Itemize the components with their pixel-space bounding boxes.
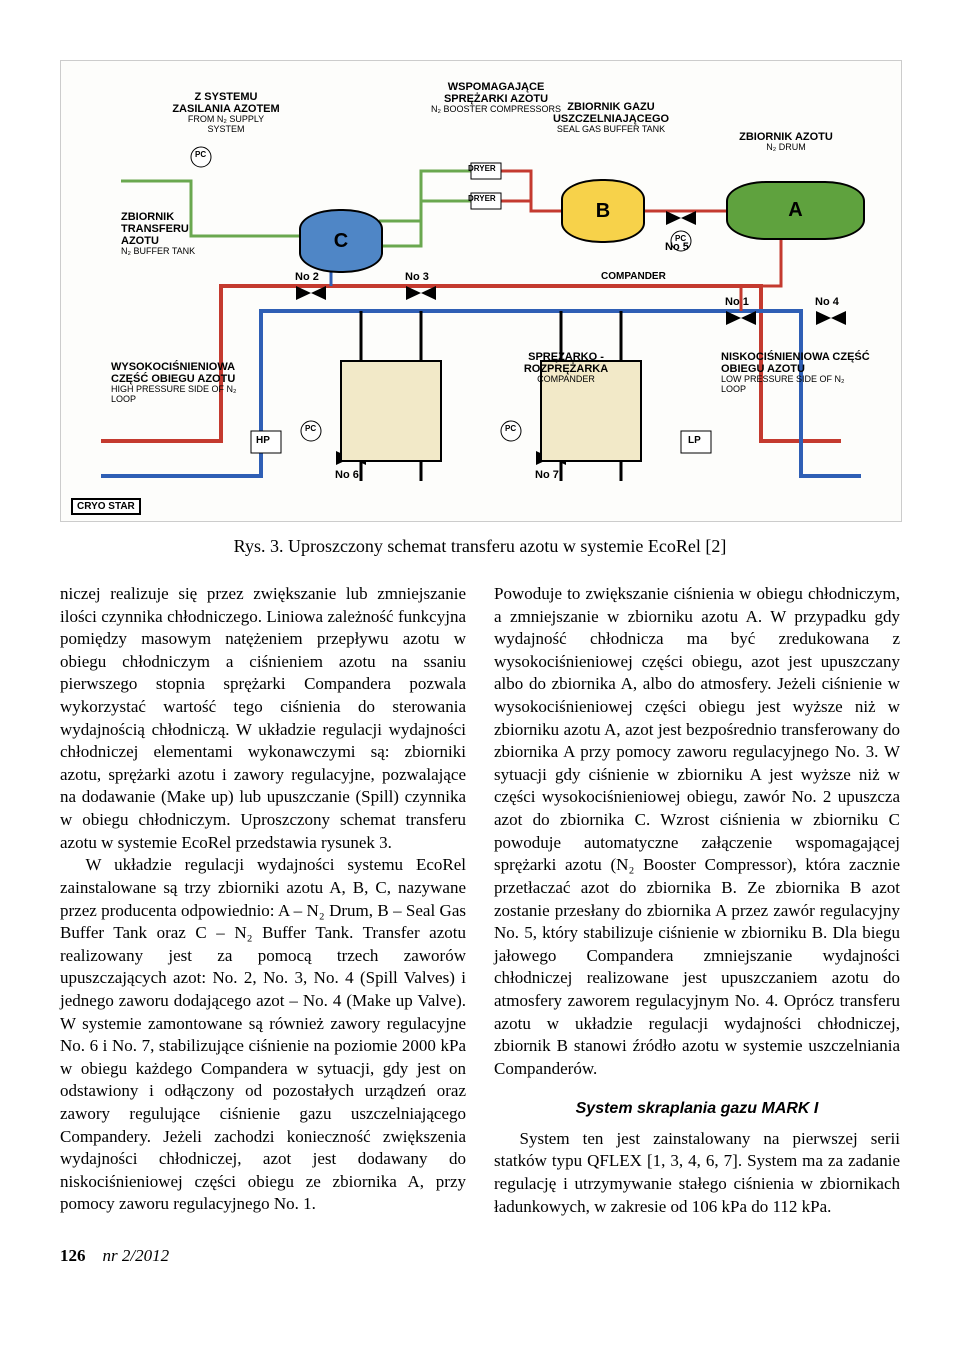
figure: A B C Z SYSTEMU ZASILANIA AZOTEM FROM N₂… <box>60 60 900 557</box>
label-compander-top: COMPANDER <box>601 271 666 282</box>
label-dryer-1: DRYER <box>468 165 496 174</box>
body-columns: niczej realizuje się przez zwiększanie l… <box>60 583 900 1218</box>
issue-number: nr 2/2012 <box>103 1246 170 1265</box>
no4: No 4 <box>815 296 839 308</box>
label-buffer-tank: ZBIORNIK TRANSFERU AZOTU N₂ BUFFER TANK <box>121 211 221 257</box>
no6: No 6 <box>335 469 359 481</box>
no1: No 1 <box>725 296 749 308</box>
cryostar-logo: CRYO STAR <box>71 498 141 515</box>
label-lp-box: LP <box>688 435 701 446</box>
label-lp: NISKOCIŚNIENIOWA CZĘŚĆ OBIEGU AZOTU LOW … <box>721 351 871 395</box>
diagram-placeholder: A B C Z SYSTEMU ZASILANIA AZOTEM FROM N₂… <box>60 60 902 522</box>
pc-3: PC <box>305 425 316 434</box>
tank-b: B <box>561 179 645 243</box>
tank-a: A <box>726 181 865 240</box>
label-compander: SPRĘŻARKO - ROZPRĘŻARKA COMPANDER <box>501 351 631 385</box>
section-heading: System skraplania gazu MARK I <box>494 1098 900 1119</box>
paragraph: niczej realizuje się przez zwiększanie l… <box>60 583 466 854</box>
paragraph: W układzie regulacji wydajności systemu … <box>60 854 466 1216</box>
label-supply: Z SYSTEMU ZASILANIA AZOTEM FROM N₂ SUPPL… <box>171 91 281 135</box>
figure-caption: Rys. 3. Uproszczony schemat transferu az… <box>60 536 900 557</box>
paragraph: System ten jest zainstalowany na pierwsz… <box>494 1128 900 1218</box>
no3: No 3 <box>405 271 429 283</box>
no5: No 5 <box>665 241 689 253</box>
label-drum: ZBIORNIK AZOTU N₂ DRUM <box>721 131 851 153</box>
no2: No 2 <box>295 271 319 283</box>
no7: No 7 <box>535 469 559 481</box>
label-seal: ZBIORNIK GAZU USZCZELNIAJĄCEGO SEAL GAS … <box>551 101 671 135</box>
pc-4: PC <box>505 425 516 434</box>
footer: 126 nr 2/2012 <box>60 1246 900 1266</box>
label-hp: WYSOKOCIŚNIENIOWA CZĘŚĆ OBIEGU AZOTU HIG… <box>111 361 251 405</box>
label-hp-box: HP <box>256 435 270 446</box>
page-number: 126 <box>60 1246 86 1265</box>
label-booster: WSPOMAGAJĄCE SPRĘŻARKI AZOTU N₂ BOOSTER … <box>421 81 571 115</box>
tank-c: C <box>299 209 383 273</box>
pc-1: PC <box>195 151 206 160</box>
page: NAFTA-GAZ <box>0 60 960 1306</box>
paragraph: Powoduje to zwiększanie ciśnienia w obie… <box>494 583 900 1080</box>
label-dryer-2: DRYER <box>468 195 496 204</box>
